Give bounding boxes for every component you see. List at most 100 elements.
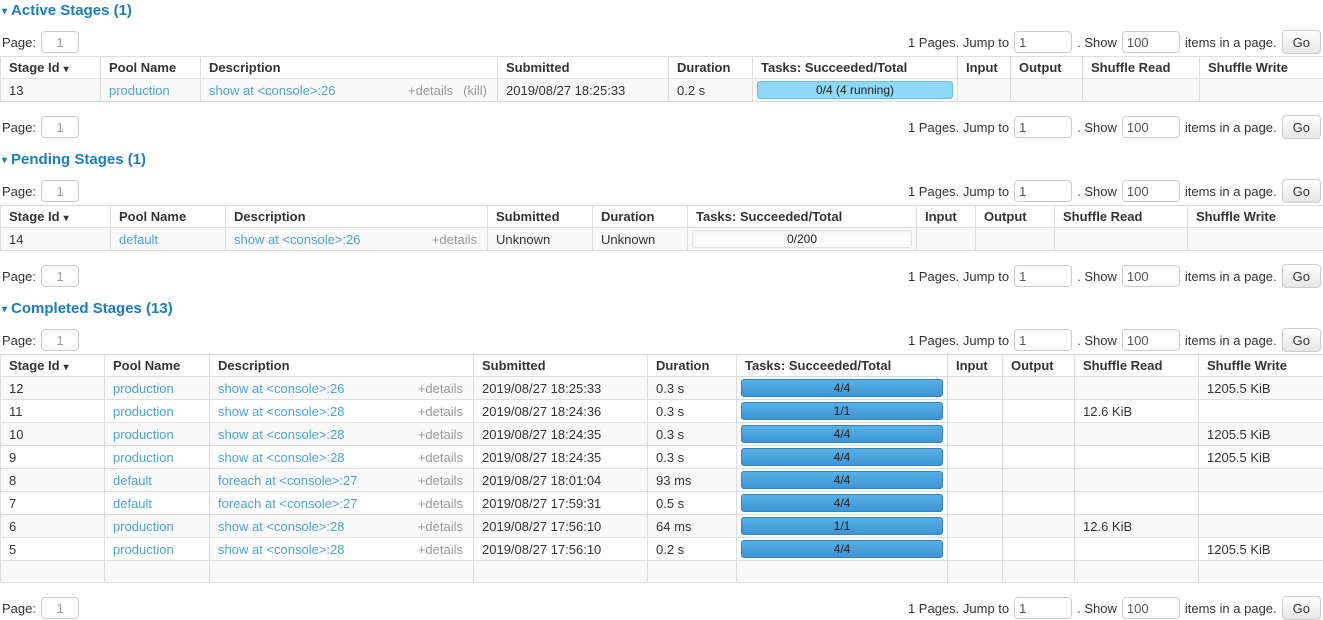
- column-header[interactable]: Description: [210, 355, 474, 377]
- section-title-text: Completed Stages (13): [11, 300, 173, 317]
- column-header[interactable]: Duration: [593, 206, 688, 228]
- pool-link[interactable]: default: [119, 232, 158, 247]
- column-header[interactable]: Input: [948, 355, 1003, 377]
- description-link[interactable]: show at <console>:26: [218, 381, 344, 396]
- section-title-pending-stages[interactable]: ▾Pending Stages (1): [2, 151, 1323, 170]
- page-number-input[interactable]: [41, 597, 79, 619]
- description-link[interactable]: foreach at <console>:27: [218, 496, 358, 511]
- page-size-input[interactable]: [1122, 329, 1180, 351]
- cell-text: 0.5 s: [656, 496, 684, 511]
- pool-link[interactable]: production: [113, 450, 174, 465]
- description-link[interactable]: show at <console>:28: [218, 519, 344, 534]
- column-header[interactable]: Output: [1011, 57, 1083, 79]
- go-button[interactable]: Go: [1282, 328, 1321, 352]
- description-link[interactable]: show at <console>:26: [209, 83, 335, 98]
- column-header[interactable]: Tasks: Succeeded/Total: [753, 57, 958, 79]
- details-link[interactable]: +details: [418, 404, 463, 419]
- pool-link[interactable]: default: [113, 473, 152, 488]
- page-number-input[interactable]: [41, 180, 79, 202]
- details-link[interactable]: +details: [418, 381, 463, 396]
- column-header[interactable]: Shuffle Read: [1055, 206, 1188, 228]
- description-link[interactable]: show at <console>:28: [218, 542, 344, 557]
- go-button[interactable]: Go: [1282, 179, 1321, 203]
- column-header[interactable]: Duration: [648, 355, 737, 377]
- description-link[interactable]: show at <console>:28: [218, 427, 344, 442]
- show-label: . Show: [1077, 120, 1117, 135]
- shuffle-read-cell: 12.6 KiB: [1075, 400, 1199, 423]
- go-button[interactable]: Go: [1282, 264, 1321, 288]
- go-button[interactable]: Go: [1282, 30, 1321, 54]
- column-header[interactable]: Shuffle Write: [1199, 355, 1323, 377]
- details-link[interactable]: +details: [432, 232, 477, 247]
- pool-link[interactable]: production: [113, 381, 174, 396]
- column-header[interactable]: Tasks: Succeeded/Total: [737, 355, 948, 377]
- jump-to-page-input[interactable]: [1014, 31, 1072, 53]
- details-link[interactable]: +details: [408, 83, 453, 98]
- column-header[interactable]: Input: [958, 57, 1011, 79]
- pool-link[interactable]: production: [113, 427, 174, 442]
- jump-to-page-input[interactable]: [1014, 116, 1072, 138]
- column-header[interactable]: Shuffle Write: [1200, 57, 1323, 79]
- description-cell: show at <console>:26 +details (kill): [201, 79, 498, 102]
- cell-text: 1205.5 KiB: [1207, 381, 1271, 396]
- page-number-input[interactable]: [41, 265, 79, 287]
- output-cell: [1003, 469, 1075, 492]
- pool-link[interactable]: default: [113, 496, 152, 511]
- task-progress-bar: 4/4: [741, 471, 943, 489]
- pool-cell: default: [111, 228, 226, 251]
- jump-to-page-input[interactable]: [1014, 265, 1072, 287]
- column-header[interactable]: Shuffle Read: [1083, 57, 1200, 79]
- page-size-input[interactable]: [1122, 31, 1180, 53]
- details-link[interactable]: +details: [418, 496, 463, 511]
- description-link[interactable]: show at <console>:26: [234, 232, 360, 247]
- pool-link[interactable]: production: [113, 542, 174, 557]
- description-link[interactable]: show at <console>:28: [218, 450, 344, 465]
- column-header[interactable]: Output: [1003, 355, 1075, 377]
- kill-link[interactable]: (kill): [463, 83, 487, 98]
- column-header[interactable]: Duration: [669, 57, 753, 79]
- details-link[interactable]: +details: [418, 427, 463, 442]
- section-title-active-stages[interactable]: ▾Active Stages (1): [2, 2, 1323, 21]
- pool-link[interactable]: production: [109, 83, 170, 98]
- details-link[interactable]: +details: [418, 542, 463, 557]
- column-header[interactable]: Output: [976, 206, 1055, 228]
- page-size-input[interactable]: [1122, 597, 1180, 619]
- page-size-input[interactable]: [1122, 116, 1180, 138]
- details-link[interactable]: +details: [418, 473, 463, 488]
- column-header[interactable]: Input: [917, 206, 976, 228]
- page-size-input[interactable]: [1122, 180, 1180, 202]
- column-header[interactable]: Shuffle Write: [1188, 206, 1323, 228]
- column-header[interactable]: Stage Id▾: [1, 57, 101, 79]
- column-header[interactable]: Description: [201, 57, 498, 79]
- page-number-input[interactable]: [41, 31, 79, 53]
- column-header[interactable]: Stage Id▾: [1, 355, 105, 377]
- page-number-input[interactable]: [41, 329, 79, 351]
- description-link[interactable]: show at <console>:28: [218, 404, 344, 419]
- column-header[interactable]: Description: [226, 206, 488, 228]
- column-header[interactable]: Pool Name: [111, 206, 226, 228]
- go-button[interactable]: Go: [1282, 115, 1321, 139]
- jump-to-page-input[interactable]: [1014, 180, 1072, 202]
- go-button[interactable]: Go: [1282, 596, 1321, 620]
- details-link[interactable]: +details: [418, 519, 463, 534]
- column-header[interactable]: Tasks: Succeeded/Total: [688, 206, 917, 228]
- jump-to-page-input[interactable]: [1014, 597, 1072, 619]
- page-size-input[interactable]: [1122, 265, 1180, 287]
- submitted-cell: 2019/08/27 18:24:36: [474, 400, 648, 423]
- details-link[interactable]: +details: [418, 450, 463, 465]
- column-header[interactable]: Submitted: [474, 355, 648, 377]
- description-link[interactable]: foreach at <console>:27: [218, 473, 358, 488]
- section-title-completed-stages[interactable]: ▾Completed Stages (13): [2, 300, 1323, 319]
- show-label: . Show: [1077, 601, 1117, 616]
- pool-link[interactable]: production: [113, 519, 174, 534]
- column-header[interactable]: Submitted: [498, 57, 669, 79]
- column-header[interactable]: Submitted: [488, 206, 593, 228]
- column-header[interactable]: Stage Id▾: [1, 206, 111, 228]
- jump-to-page-input[interactable]: [1014, 329, 1072, 351]
- column-header[interactable]: Shuffle Read: [1075, 355, 1199, 377]
- pool-link[interactable]: production: [113, 404, 174, 419]
- column-header[interactable]: Pool Name: [101, 57, 201, 79]
- column-header[interactable]: Pool Name: [105, 355, 210, 377]
- page-number-input[interactable]: [41, 116, 79, 138]
